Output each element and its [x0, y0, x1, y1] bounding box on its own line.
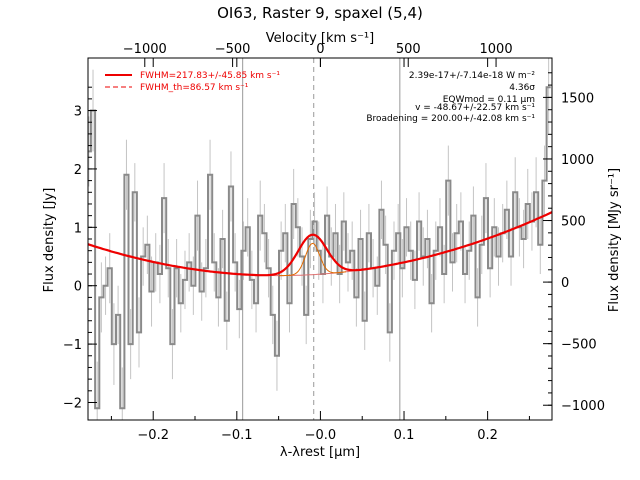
- y-tick-label-1: −1: [63, 338, 82, 353]
- fit-annotations: 2.39e-17+/-7.14e-18 W m⁻² 4.36σ EQWmod =…: [366, 71, 535, 124]
- y-axis-right-label: Flux density [MJy sr⁻¹]: [607, 168, 622, 312]
- legend-item-fwhm-th: FWHM_th=86.57 km s⁻¹: [140, 83, 249, 93]
- top-tick-label-3: 500: [396, 42, 421, 57]
- legend: FWHM=217.83+/-45.85 km s⁻¹ FWHM_th=86.57…: [105, 71, 280, 93]
- annotation-broadening: Broadening = 200.00+/-42.08 km s⁻¹: [366, 114, 535, 124]
- y-tick-label-5: 3: [74, 105, 82, 120]
- top-axis-label: Velocity [km s⁻¹]: [266, 31, 374, 46]
- annotation-eqw: EQWmod = 0.11 μm: [443, 95, 535, 105]
- chart-title: OI63, Raster 9, spaxel (5,4): [217, 4, 423, 22]
- y-right-tick-label-2: 0: [561, 276, 569, 291]
- total-fit-line: [87, 211, 553, 277]
- y-right-tick-label-4: 1000: [561, 153, 594, 168]
- top-tick-label-2: 0: [316, 42, 324, 57]
- y-tick-label-2: 0: [74, 280, 82, 295]
- legend-item-fwhm: FWHM=217.83+/-45.85 km s⁻¹: [140, 71, 280, 81]
- x-tick-label-1: −0.1: [221, 428, 253, 443]
- top-tick-label-4: 1000: [480, 42, 513, 57]
- data-series-group: [88, 58, 551, 420]
- narrow-component-line: [279, 242, 346, 277]
- y-tick-label-3: 1: [74, 221, 82, 236]
- y-axis-label: Flux density [Jy]: [42, 188, 57, 293]
- fit-group: [87, 211, 553, 277]
- annotation-velocity: v = -48.67+/-22.57 km s⁻¹: [415, 103, 535, 113]
- data-histogram: [88, 86, 551, 410]
- x-tick-label-3: 0.1: [394, 428, 415, 443]
- top-tick-label-0: −1000: [123, 42, 167, 57]
- ticks-group: −0.2 −0.1 −0.0 0.1 0.2−1000 −500 0 500 1000−2−10…: [63, 42, 605, 443]
- annotation-line-flux: 2.39e-17+/-7.14e-18 W m⁻²: [409, 71, 536, 81]
- x-axis-label: λ-λrest [μm]: [280, 445, 360, 460]
- x-tick-label-2: −0.0: [305, 428, 337, 443]
- y-right-tick-label-5: 1500: [561, 91, 594, 106]
- y-tick-label-4: 2: [74, 163, 82, 178]
- y-right-tick-label-0: −1000: [561, 399, 605, 414]
- x-tick-label-4: 0.2: [477, 428, 498, 443]
- x-tick-label-0: −0.2: [137, 428, 169, 443]
- y-right-tick-label-3: 500: [561, 215, 586, 230]
- y-right-tick-label-1: −500: [561, 338, 597, 353]
- y-tick-label-0: −2: [63, 396, 82, 411]
- annotation-significance: 4.36σ: [509, 83, 535, 93]
- top-tick-label-1: −500: [215, 42, 251, 57]
